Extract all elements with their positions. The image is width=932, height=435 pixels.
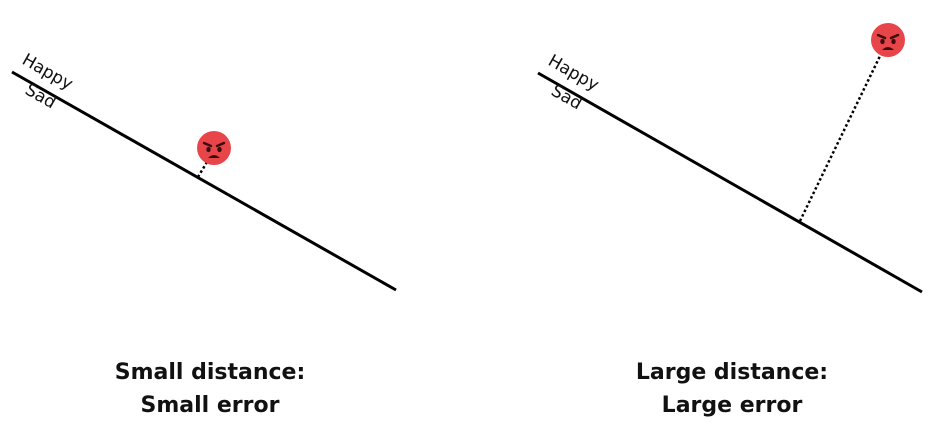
caption-line-1: Large distance: bbox=[635, 360, 829, 385]
caption-line-1: Small distance: bbox=[114, 360, 306, 385]
caption-large-distance: Large distance: Large error bbox=[582, 356, 882, 422]
panel-small-distance: Happy Sad bbox=[11, 50, 397, 292]
caption-small-distance: Small distance: Small error bbox=[60, 356, 360, 422]
caption-line-2: Large error bbox=[661, 393, 803, 418]
distance-line bbox=[798, 55, 882, 222]
decision-line bbox=[537, 71, 923, 294]
distance-line bbox=[196, 161, 209, 178]
angry-face-icon bbox=[869, 21, 907, 59]
angry-face-icon bbox=[195, 129, 233, 167]
panel-large-distance: Happy Sad bbox=[537, 21, 923, 294]
caption-line-2: Small error bbox=[140, 393, 280, 418]
decision-line bbox=[11, 70, 397, 292]
